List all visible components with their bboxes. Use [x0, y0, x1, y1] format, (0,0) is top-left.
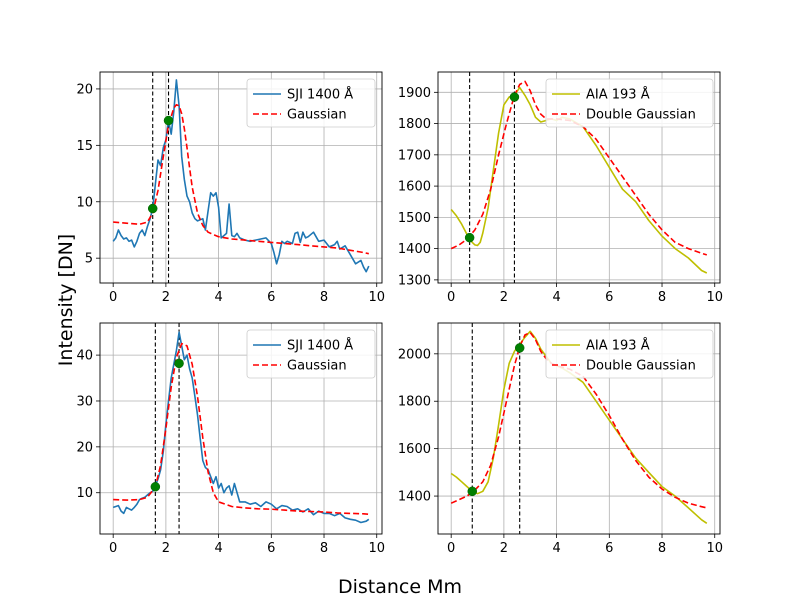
legend-entry-label: SJI 1400 Å: [287, 338, 353, 354]
legend-entry-label: Double Gaussian: [586, 108, 696, 123]
plot-area: [450, 80, 708, 274]
panel-top-left: 0 2 4 6 8 10 5 10 15 20 SJI 1400 Å Gaussian: [76, 71, 385, 305]
y-tick-label: 10: [76, 486, 93, 501]
y-tick-label: 1900: [398, 86, 431, 101]
legend-entry-label: Gaussian: [287, 108, 347, 123]
x-tick-label: 8: [658, 541, 666, 556]
legend-box: [545, 78, 714, 128]
y-tick-label: 1700: [398, 148, 431, 163]
fit-series-line: [113, 342, 369, 516]
green-point-marker: [509, 92, 520, 102]
y-tick-label: 1600: [398, 180, 431, 195]
x-tick-label: 2: [162, 290, 170, 305]
legend-entry-label: AIA 193 Å: [586, 87, 650, 103]
x-tick-label: 2: [162, 541, 170, 556]
plot-area: [112, 79, 370, 273]
y-tick-label: 1800: [398, 395, 431, 410]
green-point-marker: [150, 482, 161, 492]
x-tick-label: 0: [447, 541, 455, 556]
x-tick-label: 0: [109, 290, 117, 305]
x-tick-label: 4: [214, 541, 222, 556]
x-tick-label: 0: [447, 290, 455, 305]
fit-series-line: [113, 103, 369, 255]
legend-entry-label: AIA 193 Å: [586, 338, 650, 354]
legend: SJI 1400 Å Gaussian: [246, 78, 376, 128]
y-tick-label: 1600: [398, 442, 431, 457]
x-tick-label: 2: [500, 541, 508, 556]
y-tick-label: 40: [76, 349, 93, 364]
legend-box: [246, 78, 376, 128]
y-tick-label: 5: [85, 252, 93, 267]
axes-frame: [437, 322, 721, 535]
x-tick-label: 6: [605, 541, 613, 556]
y-tick-label: 30: [76, 394, 93, 409]
x-tick-label: 10: [368, 290, 385, 305]
x-tick-label: 10: [368, 541, 385, 556]
green-point-marker: [174, 358, 184, 369]
figure-y-axis-label: Intensity [DN]: [55, 234, 77, 366]
axes-frame: [99, 322, 383, 535]
y-tick-label: 15: [76, 139, 93, 154]
axes-frame: [437, 71, 721, 284]
legend-entry-label: Double Gaussian: [586, 359, 696, 374]
y-tick-label: 2000: [398, 347, 431, 362]
x-tick-label: 2: [500, 290, 508, 305]
y-tick-label: 1300: [398, 273, 431, 288]
x-tick-label: 8: [320, 290, 328, 305]
y-tick-label: 20: [76, 82, 93, 97]
legend-entry-label: SJI 1400 Å: [287, 87, 353, 103]
green-point-marker: [467, 486, 478, 497]
y-tick-label: 10: [76, 195, 93, 210]
y-tick-label: 1400: [398, 242, 431, 257]
y-tick-label: 1400: [398, 490, 431, 505]
x-tick-label: 4: [552, 290, 560, 305]
fit-series-line: [450, 80, 708, 256]
x-tick-label: 8: [658, 290, 666, 305]
legend: AIA 193 Å Double Gaussian: [545, 329, 714, 379]
legend-box: [545, 329, 714, 379]
legend-entry-label: Gaussian: [287, 359, 347, 374]
x-tick-label: 6: [267, 541, 275, 556]
x-tick-label: 4: [552, 541, 560, 556]
data-series-line: [112, 79, 370, 273]
plot-area: [112, 331, 370, 524]
green-point-marker: [147, 203, 158, 214]
x-tick-label: 4: [214, 290, 222, 305]
y-tick-label: 1800: [398, 117, 431, 132]
legend-box: [246, 329, 376, 379]
figure-x-axis-label: Distance Mm: [338, 576, 462, 598]
legend: SJI 1400 Å Gaussian: [246, 329, 376, 379]
y-tick-label: 1500: [398, 211, 431, 226]
panel-top-right: 0 2 4 6 8 10 1300 1400 1500 1600 1700 1800 1900 AIA 1…: [398, 71, 723, 305]
panel-bottom-left: 0 2 4 6 8 10 10 20 30 40 SJI 1400 Å Gaussian: [76, 322, 385, 556]
x-tick-label: 0: [109, 541, 117, 556]
data-series-line: [450, 86, 708, 274]
x-tick-label: 10: [706, 290, 723, 305]
y-tick-label: 20: [76, 440, 93, 455]
x-tick-label: 6: [605, 290, 613, 305]
x-tick-label: 8: [320, 541, 328, 556]
panel-bottom-right: 0 2 4 6 8 10 1400 1600 1800 2000 AIA 193 Å Double G…: [398, 322, 723, 556]
green-point-marker: [163, 115, 174, 126]
x-tick-label: 10: [706, 541, 723, 556]
green-point-marker: [514, 343, 525, 353]
axes-frame: [99, 71, 383, 284]
legend: AIA 193 Å Double Gaussian: [545, 78, 714, 128]
x-tick-label: 6: [267, 290, 275, 305]
green-point-marker: [464, 232, 475, 243]
